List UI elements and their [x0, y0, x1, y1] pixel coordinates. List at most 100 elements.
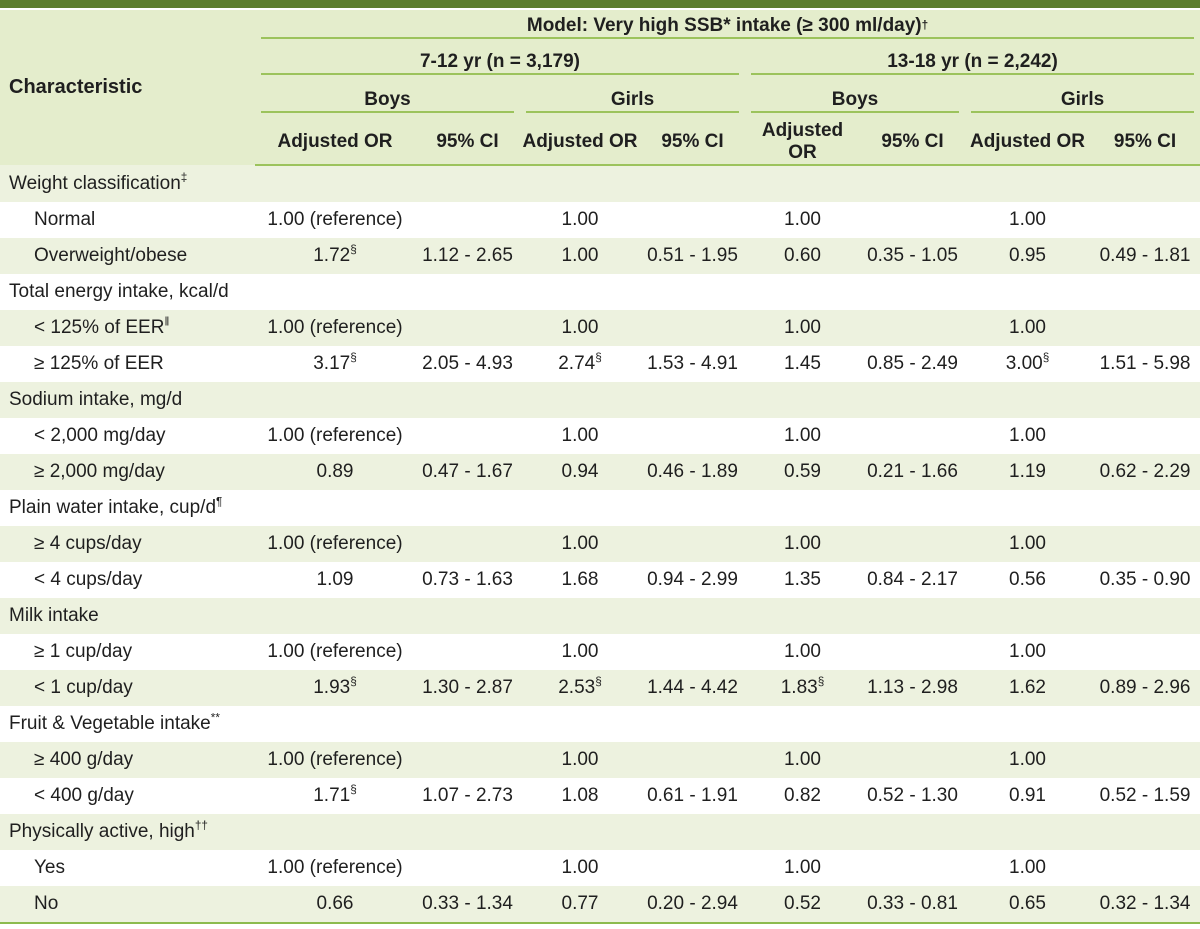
ci-value [640, 742, 745, 778]
ci-value [415, 418, 520, 454]
sex-group-girls-13-18: Girls [965, 82, 1200, 120]
adjusted-or-value: 1.83§ [780, 675, 825, 698]
ci-value: 1.51 - 5.98 [1099, 353, 1191, 374]
adjusted-or-value: 2.53§ [558, 675, 602, 698]
adjusted-or-value: 1.00 [561, 317, 599, 338]
adjusted-or-value: 0.77 [520, 886, 640, 924]
ci-value [415, 850, 520, 886]
ci-value: 1.53 - 4.91 [647, 353, 738, 374]
footnote-mark: ‖ [164, 315, 170, 329]
ci-value: 2.05 - 4.93 [422, 353, 513, 374]
ci-value: 0.33 - 1.34 [415, 886, 520, 924]
row-label: No [0, 886, 255, 924]
row-label: < 400 g/day [34, 785, 134, 806]
ci-value: 0.47 - 1.67 [422, 461, 513, 482]
adjusted-or-value: 1.93§ [313, 675, 357, 698]
ci-value: 1.30 - 2.87 [422, 677, 513, 698]
adjusted-or-value: 1.00 [784, 425, 821, 446]
data-row: ≥ 2,000 mg/day 0.89 0.47 - 1.67 0.94 0.46 - … [0, 454, 1200, 490]
ci-value [860, 202, 965, 238]
adjusted-or-value: 1.00 [784, 749, 821, 770]
adjusted-or-value: 1.00 [561, 209, 599, 230]
row-label: < 1 cup/day [34, 677, 133, 698]
ci-value [1090, 202, 1200, 238]
adjusted-or-value: 0.60 [784, 245, 821, 266]
adjusted-or-value: 1.19 [1009, 461, 1046, 482]
ci-value [860, 526, 965, 562]
adjusted-or-value: 1.00 (reference) [267, 857, 403, 878]
ci-value: 0.51 - 1.95 [647, 245, 738, 266]
data-row: Yes 1.00 (reference) 1.00 1.00 1.00 [0, 850, 1200, 886]
adjusted-or-value: 1.00 [1009, 533, 1046, 554]
section-label: Plain water intake, cup/d¶ [9, 495, 223, 518]
adjusted-or-header: Adjusted OR [520, 120, 640, 166]
section-row: Total energy intake, kcal/d [0, 274, 1200, 310]
adjusted-or-value: 1.00 [561, 533, 599, 554]
ci-value [415, 634, 520, 670]
ci-value [1090, 634, 1200, 670]
age-group-7-12: 7-12 yr (n = 3,179) [255, 44, 745, 82]
ci-value: 0.49 - 1.81 [1099, 245, 1191, 266]
data-row: < 4 cups/day 1.09 0.73 - 1.63 1.68 0.94 - 2.… [0, 562, 1200, 598]
footnote-mark: § [350, 351, 357, 365]
footnote-mark: ¶ [216, 495, 223, 509]
adjusted-or-value: 1.00 (reference) [267, 317, 403, 338]
row-label: < 125% of EER‖ [34, 315, 170, 338]
row-label: Normal [34, 209, 96, 230]
section-row: Physically active, high†† [0, 814, 1200, 850]
section-label: Sodium intake, mg/d [9, 389, 183, 410]
model-header-cell: Model: Very high SSB* intake (≥ 300 ml/d… [255, 10, 1200, 44]
ci-value: 0.46 - 1.89 [647, 461, 738, 482]
ci-value [860, 850, 965, 886]
ci-value: 0.33 - 0.81 [860, 886, 965, 924]
table-body: Weight classification‡ Normal 1.00 (refere… [0, 165, 1200, 924]
data-row: < 1 cup/day 1.93§ 1.30 - 2.87 2.53§ 1.44 - 4… [0, 670, 1200, 706]
adjusted-or-value: 1.68 [561, 569, 599, 590]
adjusted-or-value: 1.00 (reference) [267, 533, 403, 554]
ci-value [860, 742, 965, 778]
data-row: ≥ 125% of EER 3.17§ 2.05 - 4.93 2.74§ 1.53 -… [0, 346, 1200, 382]
ci-value: 0.73 - 1.63 [422, 569, 513, 590]
footnote-mark: ‡ [180, 171, 188, 185]
adjusted-or-value: 1.62 [1009, 677, 1046, 698]
footnote-mark: § [350, 243, 357, 257]
data-row: < 125% of EER‖ 1.00 (reference) 1.00 1.00 1.… [0, 310, 1200, 346]
adjusted-or-value: 1.00 [561, 425, 599, 446]
characteristic-label: Characteristic [9, 76, 143, 98]
measure-header-row: Adjusted OR 95% CI Adjusted OR 95% CI Ad… [0, 120, 1200, 166]
adjusted-or-value: 1.00 [784, 857, 821, 878]
ci-value [1090, 850, 1200, 886]
ci-value: 0.52 - 1.59 [1099, 785, 1191, 806]
ci-value [640, 850, 745, 886]
section-row: Weight classification‡ [0, 165, 1200, 202]
adjusted-or-value: 1.00 [1009, 857, 1046, 878]
adjusted-or-value: 1.45 [784, 353, 821, 374]
ci-value: 0.89 - 2.96 [1099, 677, 1191, 698]
section-label: Milk intake [9, 605, 99, 626]
ci-value: 1.12 - 2.65 [422, 245, 513, 266]
adjusted-or-value: 1.00 [784, 317, 821, 338]
ci-value [1090, 310, 1200, 346]
row-label: ≥ 4 cups/day [34, 533, 142, 554]
data-row: < 2,000 mg/day 1.00 (reference) 1.00 1.00 1.… [0, 418, 1200, 454]
ci-value [1090, 418, 1200, 454]
row-label: ≥ 125% of EER [34, 353, 164, 374]
ci-value: 0.94 - 2.99 [647, 569, 738, 590]
ci-value [640, 418, 745, 454]
ci-value [1090, 526, 1200, 562]
adjusted-or-header: Adjusted OR [965, 120, 1090, 166]
ci-value: 0.52 - 1.30 [867, 785, 958, 806]
adjusted-or-value: 3.00§ [1005, 351, 1050, 374]
adjusted-or-value: 1.00 [784, 209, 821, 230]
section-label: Fruit & Vegetable intake** [9, 711, 220, 734]
characteristic-column-header: Characteristic [0, 10, 255, 165]
ci-value: 0.35 - 1.05 [867, 245, 958, 266]
ci-value [640, 634, 745, 670]
row-label: Overweight/obese [34, 245, 188, 266]
footnote-mark: § [595, 351, 602, 365]
ci-value: 0.84 - 2.17 [867, 569, 958, 590]
ci-value [415, 310, 520, 346]
ci-header: 95% CI [860, 120, 965, 166]
adjusted-or-value: 0.56 [1009, 569, 1046, 590]
ci-value [1090, 742, 1200, 778]
